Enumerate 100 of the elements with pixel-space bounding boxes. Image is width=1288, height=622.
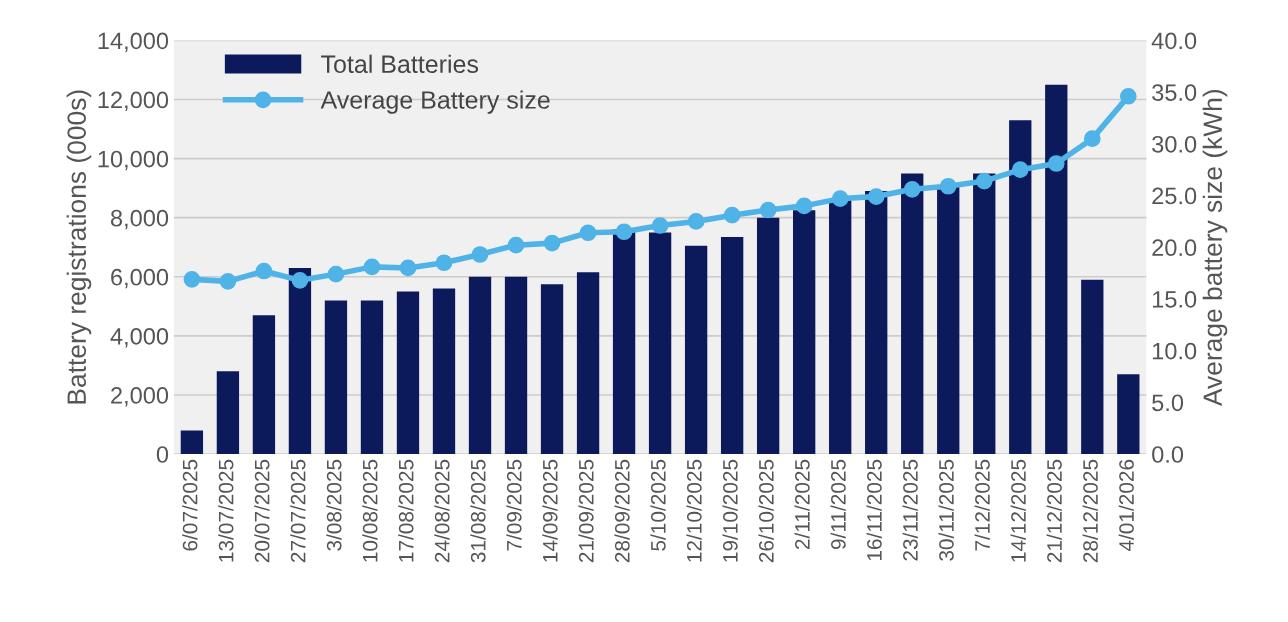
x-tick-label: 5/10/2025 — [650, 459, 666, 551]
legend-label: Average Battery size — [320, 90, 550, 114]
bar — [684, 245, 708, 455]
bar — [288, 267, 312, 455]
bar — [360, 300, 384, 455]
point — [255, 262, 273, 280]
x-tick-label: 30/11/2025 — [938, 459, 954, 561]
point — [507, 236, 525, 254]
x-tick-label: 13/07/2025 — [218, 459, 234, 562]
y2-tick-label: 20.0 — [1152, 239, 1197, 257]
point — [435, 254, 453, 272]
y2-tick-label: 5.0 — [1152, 394, 1184, 412]
bar — [648, 232, 672, 455]
bar — [720, 236, 744, 455]
point — [471, 246, 489, 263]
y-tick-label: 12,000 — [98, 91, 169, 112]
bar — [865, 191, 888, 455]
bar — [1009, 120, 1032, 455]
point — [795, 197, 813, 215]
bar — [180, 430, 204, 455]
y2-tick-label: 15.0 — [1152, 291, 1197, 308]
x-tick-label: 21/09/2025 — [578, 459, 594, 563]
x-tick-label: 28/12/2025 — [1082, 459, 1098, 563]
point — [399, 259, 417, 277]
bar — [756, 217, 780, 455]
point — [1011, 161, 1029, 179]
y-tick-label: 2,000 — [111, 387, 169, 407]
point — [1083, 130, 1101, 148]
point — [327, 265, 345, 283]
point — [723, 206, 741, 224]
point — [615, 223, 633, 241]
y-tick-label: 4,000 — [110, 327, 169, 348]
point — [363, 258, 381, 276]
point — [1119, 87, 1137, 105]
x-tick-label: 9/11/2025 — [830, 459, 846, 550]
bar — [468, 276, 492, 455]
bar — [937, 185, 960, 455]
y2-axis-title: Average battery size (kWh) — [1202, 89, 1228, 407]
y-tick-label: 0 — [156, 446, 169, 463]
bar — [576, 272, 600, 455]
y-tick-label: 6,000 — [111, 268, 169, 289]
y2-tick-label: 35.0 — [1152, 84, 1197, 101]
x-tick-label: 28/09/2025 — [614, 459, 630, 563]
y2-tick-label: 30.0 — [1152, 135, 1197, 153]
y-tick-label: 8,000 — [110, 209, 169, 230]
point — [651, 217, 669, 234]
x-tick-label: 16/11/2025 — [866, 459, 882, 561]
bar — [252, 315, 276, 455]
x-tick-label: 10/08/2025 — [362, 459, 378, 562]
x-tick-label: 20/07/2025 — [254, 459, 270, 563]
x-tick-label: 3/08/2025 — [326, 459, 342, 551]
bar — [793, 210, 816, 455]
x-tick-label: 21/12/2025 — [1046, 459, 1062, 563]
x-tick-label: 7/12/2025 — [974, 459, 990, 551]
bar — [901, 173, 924, 455]
y2-tick-label: 10.0 — [1152, 342, 1197, 360]
point — [903, 181, 921, 198]
x-tick-label: 2/11/2025 — [794, 459, 810, 550]
y2-tick-label: 0.0 — [1152, 446, 1184, 463]
point — [183, 270, 201, 288]
y2-tick-label: 40.0 — [1151, 32, 1197, 50]
point — [219, 273, 237, 290]
y-tick-label: 14,000 — [98, 32, 169, 53]
x-tick-label: 4/01/2026 — [1118, 459, 1134, 552]
x-tick-label: 26/10/2025 — [758, 459, 774, 563]
bar — [829, 199, 852, 455]
x-tick-label: 31/08/2025 — [470, 459, 486, 563]
point — [831, 190, 849, 207]
point — [759, 201, 777, 219]
x-tick-label: 24/08/2025 — [434, 459, 450, 563]
bar — [1081, 279, 1104, 455]
point — [687, 213, 705, 230]
point — [579, 224, 597, 242]
bar — [504, 276, 528, 455]
point — [291, 272, 309, 289]
bar — [973, 173, 996, 455]
x-tick-label: 6/07/2025 — [182, 459, 198, 551]
point — [975, 172, 993, 190]
x-tick-label: 17/08/2025 — [398, 459, 414, 562]
y-tick-label: 10,000 — [98, 150, 169, 171]
point — [1047, 155, 1065, 172]
x-tick-label: 19/10/2025 — [722, 459, 738, 562]
y-axis-title: Battery registrations (000s) — [66, 90, 92, 404]
x-tick-label: 7/09/2025 — [506, 459, 522, 551]
x-tick-label: 14/12/2025 — [1010, 459, 1026, 562]
bar — [540, 284, 564, 455]
bar — [1045, 84, 1068, 455]
bar — [324, 300, 348, 455]
bar — [396, 291, 420, 455]
bar — [216, 371, 240, 455]
legend-label: Total Batteries — [321, 54, 479, 74]
bar — [432, 288, 456, 455]
x-tick-label: 14/09/2025 — [542, 459, 558, 562]
point — [867, 188, 885, 205]
y2-tick-label: 25.0 — [1152, 187, 1197, 205]
x-tick-label: 23/11/2025 — [902, 459, 918, 561]
point — [939, 177, 957, 195]
point — [543, 234, 561, 252]
x-tick-label: 27/07/2025 — [290, 459, 306, 563]
bar — [1117, 374, 1140, 455]
